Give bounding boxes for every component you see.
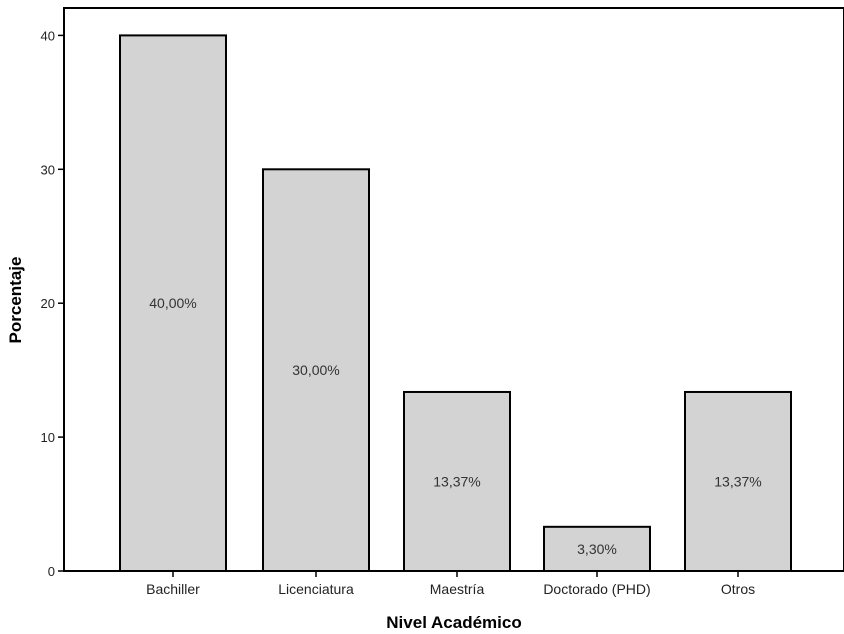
bar-bachiller (119, 34, 227, 572)
data-label-bachiller: 40,00% (149, 295, 196, 311)
y-ticks-layer: 0 10 20 30 40 (41, 28, 64, 579)
x-label-licenciatura: Licenciatura (278, 581, 354, 597)
y-tick-label-0: 0 (48, 564, 55, 579)
y-tick-label-30: 30 (41, 162, 55, 177)
bar-doctorado-phd (543, 525, 651, 572)
bar-maestr-a (403, 390, 511, 573)
x-label-bachiller: Bachiller (146, 581, 200, 597)
data-label-maestr-a: 13,37% (433, 473, 480, 489)
x-axis-title: Nivel Académico (386, 613, 521, 632)
y-tick-label-40: 40 (41, 28, 55, 43)
x-label-otros: Otros (721, 581, 755, 597)
x-label-maestr-a: Maestría (430, 581, 485, 597)
y-tick-label-20: 20 (41, 296, 55, 311)
x-label-doctorado-phd: Doctorado (PHD) (543, 581, 650, 597)
data-label-licenciatura: 30,00% (292, 362, 339, 378)
bars-layer (119, 34, 792, 573)
data-label-doctorado-phd: 3,30% (577, 541, 617, 557)
data-label-otros: 13,37% (714, 473, 761, 489)
x-categories-layer: Bachiller Licenciatura Maestría Doctorado (… (146, 571, 755, 597)
y-tick-label-10: 10 (41, 430, 55, 445)
bar-licenciatura (262, 168, 370, 573)
plot-frame (63, 7, 844, 572)
data-labels-layer: 40,00% 30,00% 13,37% 3,30% 13,37% (149, 295, 761, 557)
y-axis-title: Porcentaje (6, 257, 25, 344)
